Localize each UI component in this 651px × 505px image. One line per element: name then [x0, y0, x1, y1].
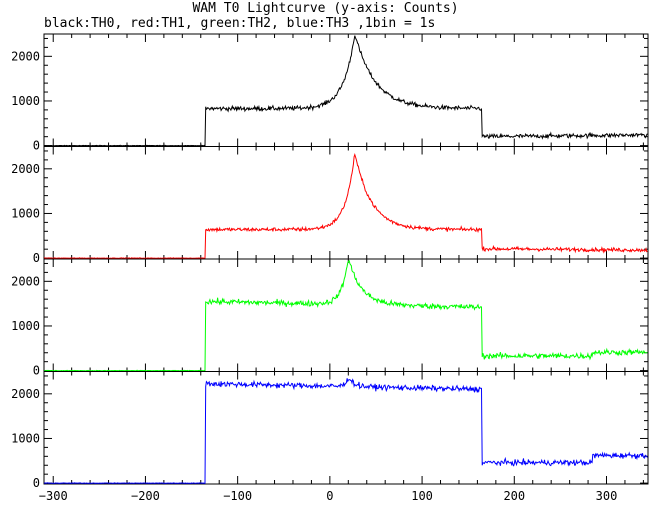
panel-frame-TH3 [43, 371, 649, 485]
y-tick-label-TH0: 1000 [11, 94, 40, 108]
y-tick-label-TH3: 2000 [11, 387, 40, 401]
x-tick-label: 300 [596, 489, 618, 503]
y-tick-label-TH3: 0 [33, 476, 40, 490]
panel-frame-TH0 [43, 33, 649, 147]
y-tick-label-TH2: 2000 [11, 274, 40, 288]
y-tick-label-TH1: 1000 [11, 206, 40, 220]
series-line-TH0 [44, 35, 648, 147]
x-tick-label: −300 [39, 489, 68, 503]
x-tick-label: 0 [326, 489, 333, 503]
y-tick-label-TH2: 0 [33, 364, 40, 378]
x-tick-label: −100 [223, 489, 252, 503]
series-line-TH1 [44, 152, 648, 259]
y-tick-label-TH1: 0 [33, 251, 40, 265]
y-tick-label-TH1: 2000 [11, 162, 40, 176]
y-tick-label-TH3: 1000 [11, 431, 40, 445]
panel-frame-TH1 [43, 146, 649, 260]
chart-subtitle: black:TH0, red:TH1, green:TH2, blue:TH3 … [44, 16, 436, 31]
x-tick-label: 100 [411, 489, 433, 503]
x-tick-label: 200 [503, 489, 525, 503]
y-tick-label-TH0: 2000 [11, 49, 40, 63]
series-line-TH3 [43, 378, 648, 484]
x-tick-label: −200 [131, 489, 160, 503]
series-line-TH2 [44, 260, 648, 372]
chart-title: WAM T0 Lightcurve (y-axis: Counts) [192, 1, 459, 16]
y-tick-label-TH0: 0 [33, 139, 40, 153]
y-tick-label-TH2: 1000 [11, 319, 40, 333]
